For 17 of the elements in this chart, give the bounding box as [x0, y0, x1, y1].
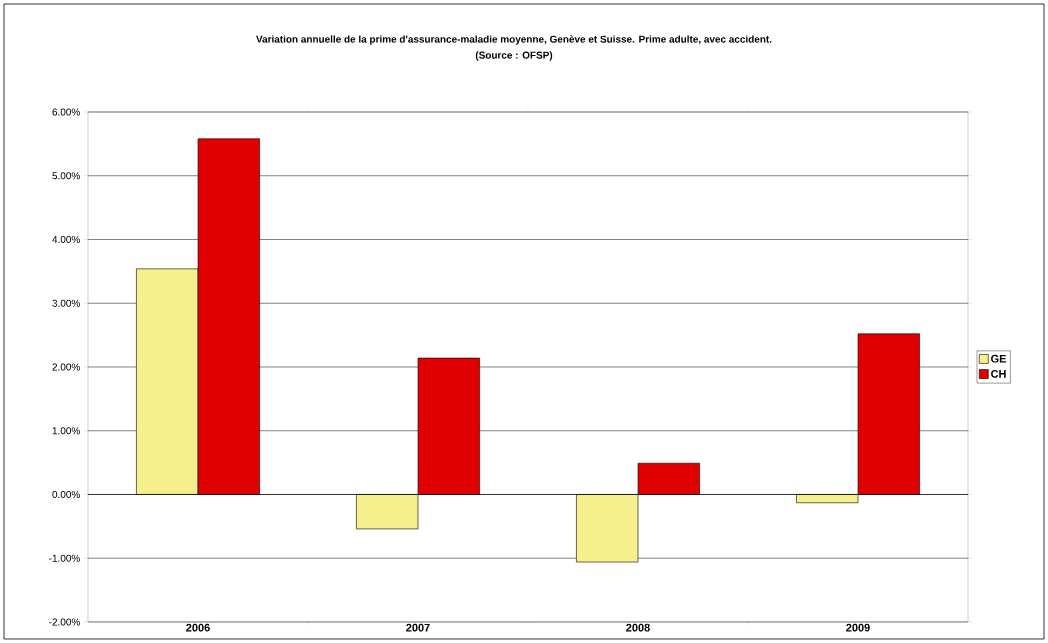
y-tick-label: 0.00%: [52, 490, 80, 499]
y-tick-label: -2.00%: [49, 618, 80, 626]
legend-label: GE: [991, 354, 1006, 363]
x-tick-label: 2006: [186, 623, 210, 632]
y-tick-label: 1.00%: [52, 427, 80, 435]
y-tick-label: -1.00%: [49, 554, 80, 562]
x-tick-label: 2007: [406, 623, 430, 632]
y-tick-label: 6.00%: [52, 108, 80, 116]
chart-title: Variation annuelle de la prime d'assurance-maladie moyenne, Genève et Suisse. Prime adulte, avec accident.: [256, 35, 772, 45]
y-tick-label: 3.00%: [52, 299, 80, 307]
x-tick-label: 2008: [626, 623, 650, 632]
y-tick-label: 2.00%: [52, 363, 80, 371]
y-tick-label: 4.00%: [52, 235, 80, 244]
text: (Source : OFSP): [475, 51, 553, 61]
x-tick-label: 2009: [846, 623, 870, 632]
legend-label: CH: [991, 369, 1006, 378]
y-tick-label: 5.00%: [52, 172, 80, 180]
